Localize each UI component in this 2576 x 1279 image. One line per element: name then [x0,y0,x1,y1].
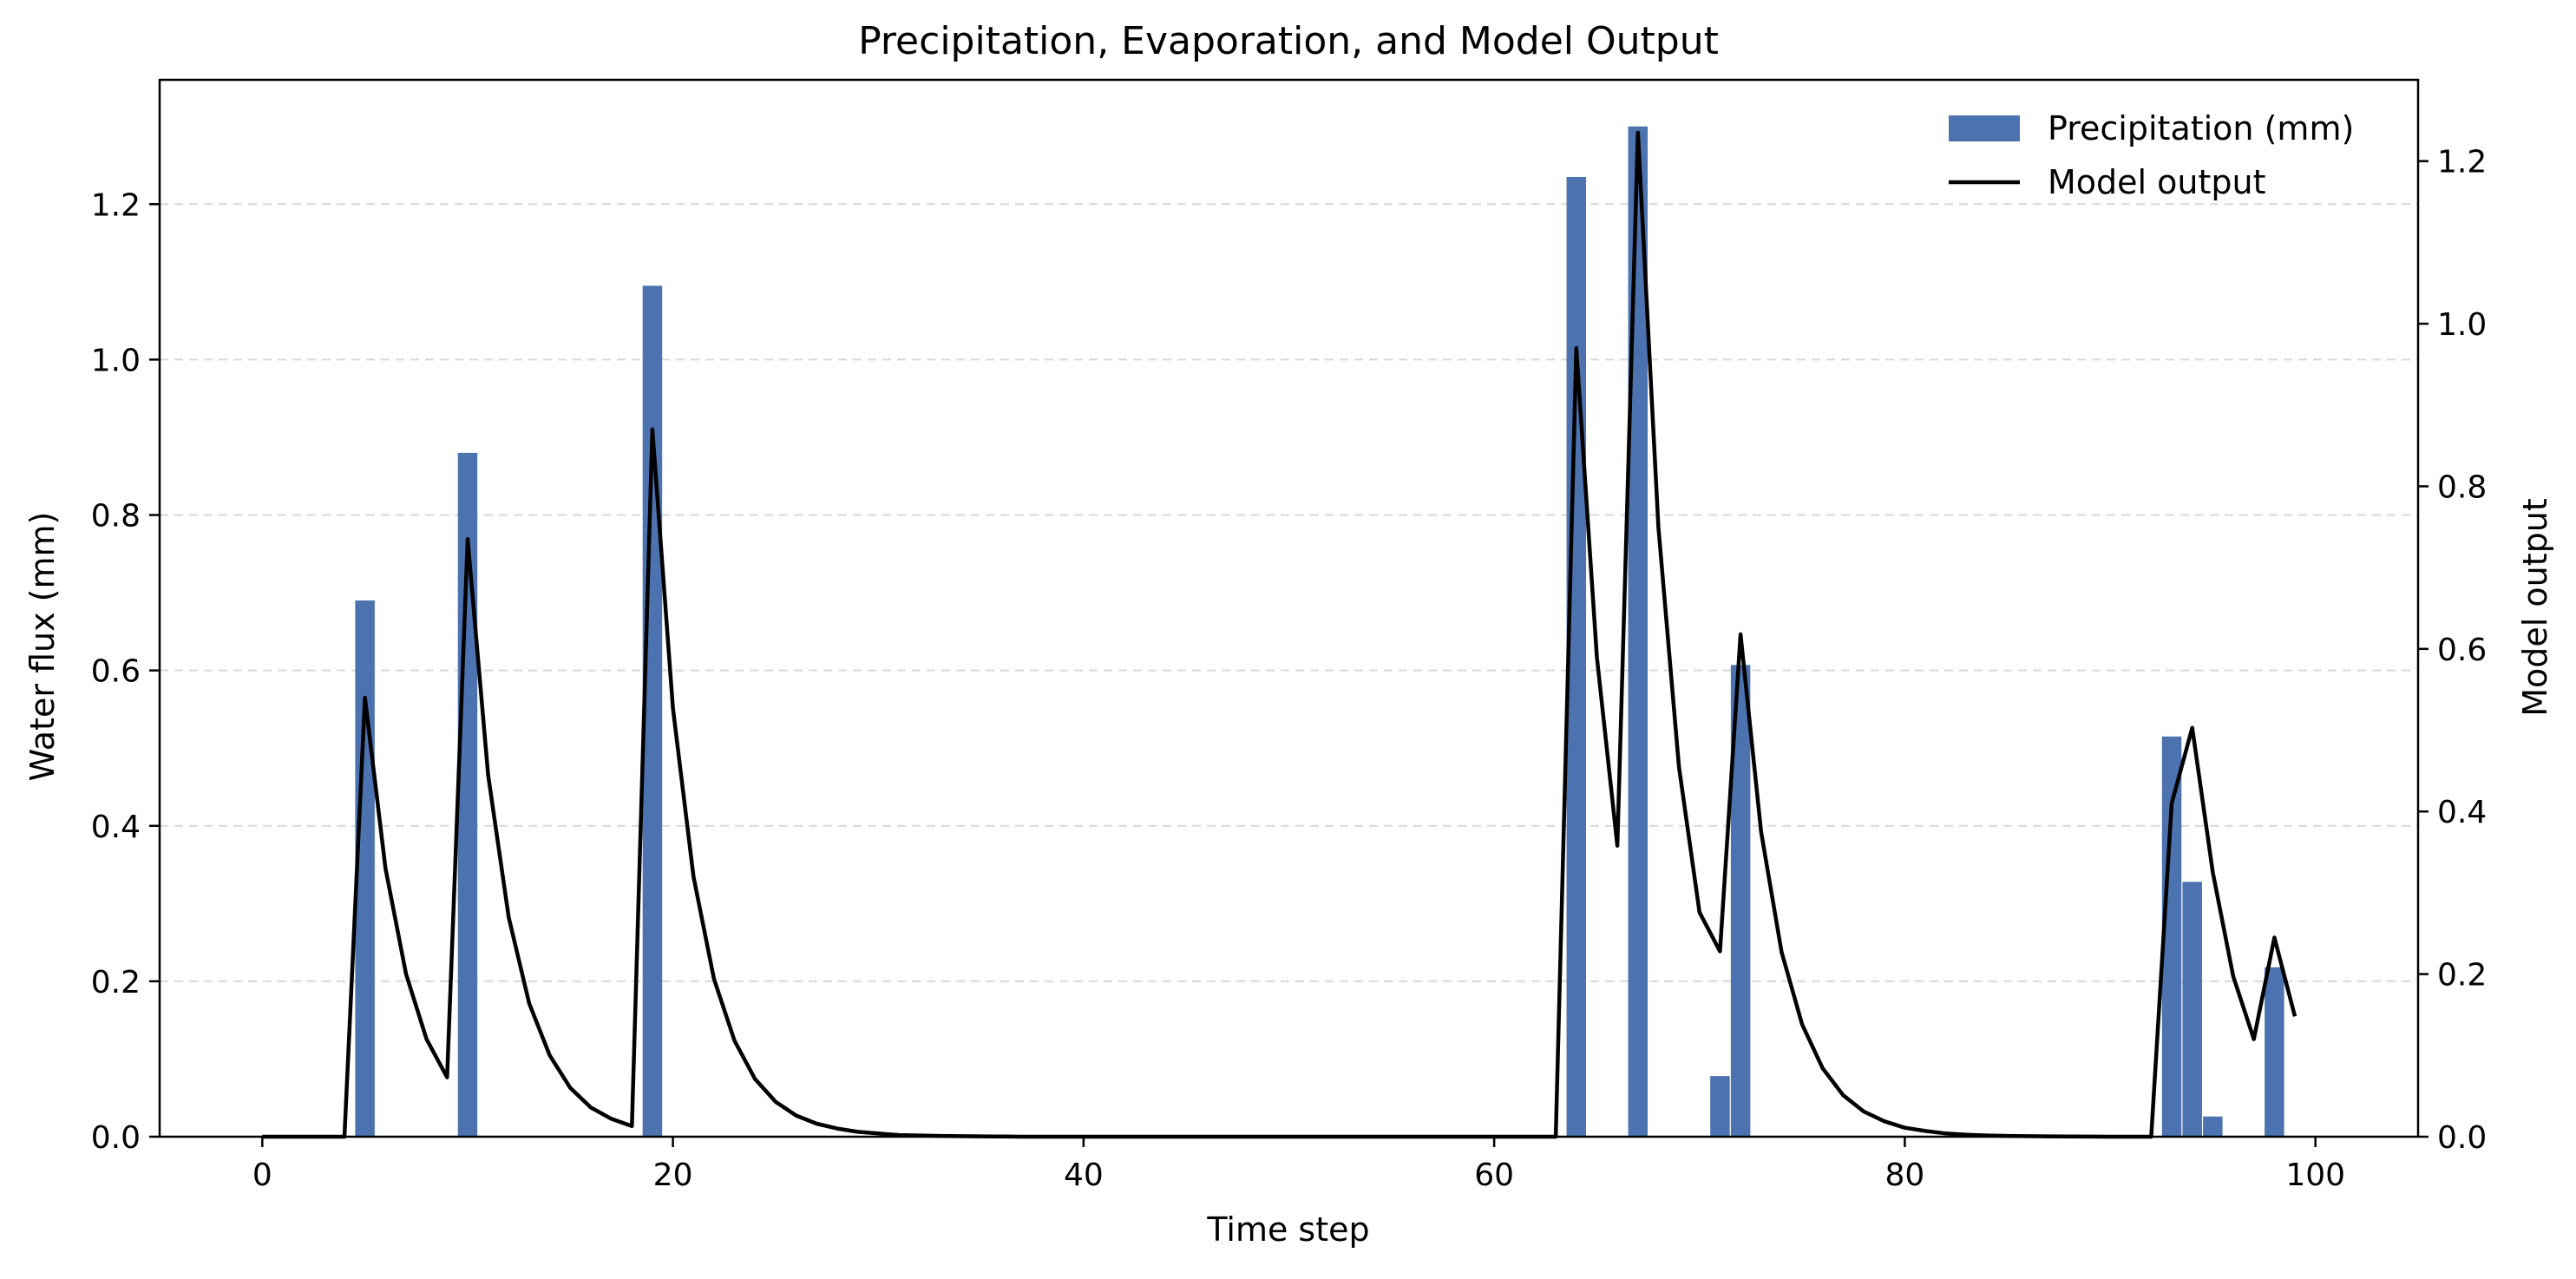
chart-title: Precipitation, Evaporation, and Model Ou… [858,19,1719,63]
x-tick-label: 40 [1064,1158,1104,1193]
plot-frame [158,78,2420,1138]
y-tick-label: 1.0 [91,343,141,378]
precipitation-bar [2265,967,2284,1137]
legend: Precipitation (mm) Model output [1949,109,2354,201]
y-tick-label: 0.6 [91,654,141,690]
legend-label-precipitation: Precipitation (mm) [2048,109,2354,148]
y-tick-label: 0.0 [91,1120,141,1156]
y-axis-right: 0.0 0.2 0.4 0.6 0.8 1.0 1.2 [2418,145,2487,1156]
precipitation-bar [2161,736,2182,1137]
y-tick-label: 0.2 [91,965,141,1000]
precipitation-bar [2182,882,2202,1137]
y-axis-label: Water flux (mm) [23,512,62,782]
x-tick-label: 80 [1885,1158,1925,1193]
y2-axis-label: Model output [2516,498,2554,717]
precipitation-bar [1710,1076,1730,1137]
y2-tick-label: 1.0 [2437,307,2487,343]
x-tick-label: 20 [653,1158,693,1193]
precipitation-bar [1730,665,1751,1137]
x-tick-label: 60 [1474,1158,1514,1193]
y-tick-label: 0.4 [91,810,141,845]
precipitation-bar [1628,126,1649,1137]
y-tick-label: 0.8 [91,499,141,535]
y2-tick-label: 0.2 [2437,958,2487,994]
y2-tick-label: 0.8 [2437,469,2487,505]
x-axis-label: Time step [1206,1210,1369,1249]
y2-tick-label: 0.0 [2437,1120,2487,1156]
precipitation-bar [2203,1116,2223,1137]
x-tick-label: 100 [2285,1158,2345,1193]
y2-tick-label: 0.6 [2437,633,2487,668]
y2-tick-label: 1.2 [2437,145,2487,180]
legend-label-model-output: Model output [2048,163,2266,201]
y-tick-label: 1.2 [91,187,141,223]
x-tick-label: 0 [252,1158,272,1193]
legend-swatch-precipitation [1949,115,2020,141]
y-axis-left: 0.0 0.2 0.4 0.6 0.8 1.0 1.2 [91,187,160,1156]
y2-tick-label: 0.4 [2437,795,2487,830]
x-axis: 0 20 40 60 80 100 [252,1137,2345,1193]
